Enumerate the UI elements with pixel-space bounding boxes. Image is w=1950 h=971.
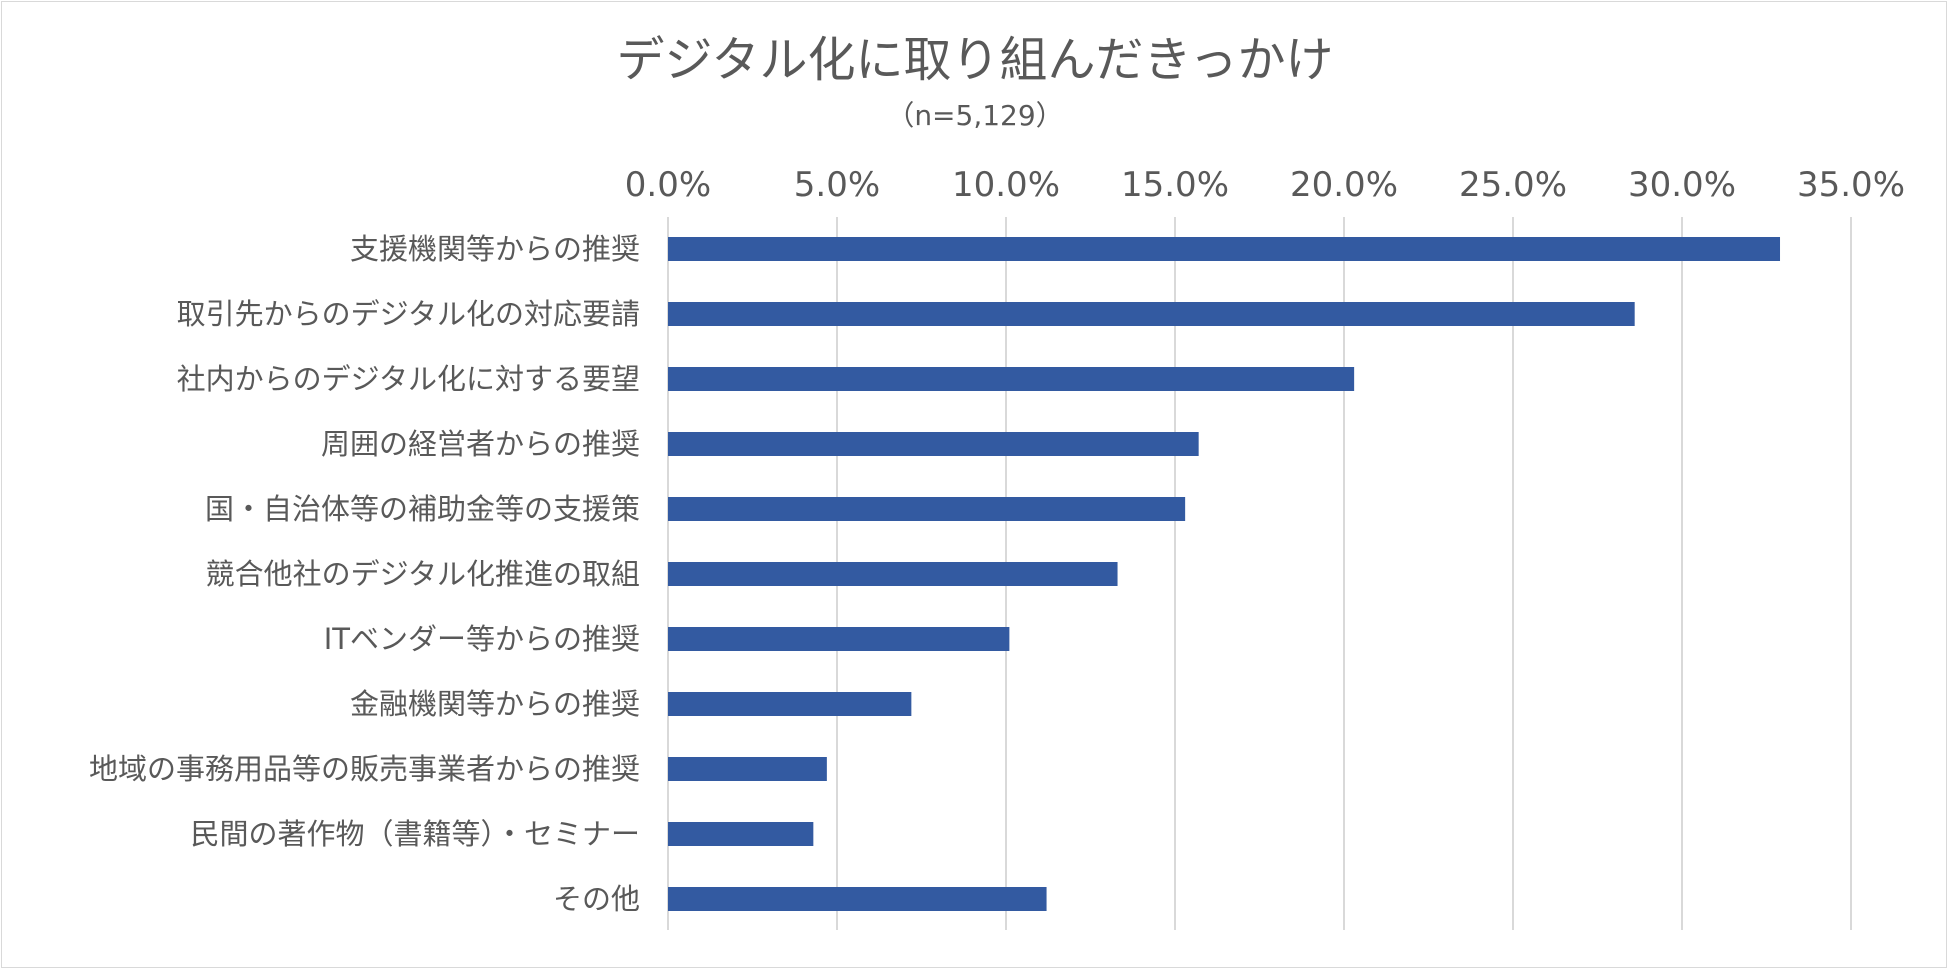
x-tick-label: 15.0%	[1121, 165, 1229, 205]
category-label: 民間の著作物（書籍等）・セミナー	[190, 817, 640, 851]
bar	[668, 432, 1199, 456]
x-tick-label: 0.0%	[625, 165, 711, 205]
category-label: 競合他社のデジタル化推進の取組	[206, 557, 640, 591]
x-axis-ticks: 0.0% 5.0% 10.0% 15.0% 20.0% 25.0% 30.0% 35.0%	[625, 165, 1905, 205]
category-label: 社内からのデジタル化に対する要望	[177, 362, 640, 396]
bar	[668, 887, 1047, 911]
category-label: 地域の事務用品等の販売事業者からの推奨	[89, 752, 640, 786]
category-labels: 支援機関等からの推奨取引先からのデジタル化の対応要請社内からのデジタル化に対する…	[89, 232, 640, 916]
bar	[668, 757, 827, 781]
category-label: 取引先からのデジタル化の対応要請	[177, 297, 640, 331]
category-label: 周囲の経営者からの推奨	[321, 427, 640, 461]
chart-subtitle: （n=5,129）	[886, 99, 1064, 132]
bar	[668, 302, 1635, 326]
bar	[668, 367, 1355, 391]
x-tick-label: 20.0%	[1290, 165, 1398, 205]
bar	[668, 497, 1186, 521]
category-label: ITベンダー等からの推奨	[324, 622, 640, 656]
bar	[668, 627, 1010, 651]
category-label: 支援機関等からの推奨	[350, 232, 640, 266]
x-tick-label: 5.0%	[794, 165, 880, 205]
bars	[668, 237, 1781, 911]
category-label: その他	[553, 882, 640, 916]
category-label: 国・自治体等の補助金等の支援策	[205, 492, 640, 526]
x-tick-label: 30.0%	[1628, 165, 1736, 205]
bar	[668, 692, 912, 716]
bar	[668, 237, 1781, 261]
bar	[668, 562, 1118, 586]
chart-title: デジタル化に取り組んだきっかけ	[616, 32, 1334, 88]
x-tick-label: 25.0%	[1459, 165, 1567, 205]
x-tick-label: 10.0%	[952, 165, 1060, 205]
x-tick-label: 35.0%	[1797, 165, 1905, 205]
category-label: 金融機関等からの推奨	[350, 687, 640, 721]
bar	[668, 822, 814, 846]
